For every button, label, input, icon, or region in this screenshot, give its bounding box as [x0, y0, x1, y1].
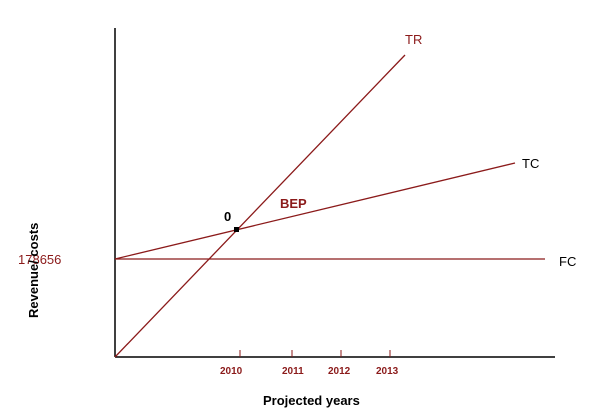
y-axis-title: Revenue/ costs — [26, 223, 41, 318]
x-tick-label-2011: 2011 — [282, 366, 304, 377]
bep-label: BEP — [280, 196, 307, 211]
bep-marker — [234, 227, 239, 232]
tc-label: TC — [522, 156, 539, 171]
y-tick-label: 178656 — [18, 252, 61, 267]
tc-line — [114, 162, 516, 260]
tr-label: TR — [405, 32, 422, 47]
x-tick-label-2013: 2013 — [376, 366, 399, 377]
origin-marker-label: 0 — [224, 209, 231, 224]
x-axis-title: Projected years — [263, 393, 360, 408]
fc-label: FC — [559, 254, 576, 269]
tr-line — [114, 54, 406, 358]
x-tick-label-2012: 2012 — [328, 366, 351, 377]
x-tick-label-2010: 2010 — [220, 366, 243, 377]
x-ticks: 2010 2011 2012 2013 — [220, 350, 399, 377]
